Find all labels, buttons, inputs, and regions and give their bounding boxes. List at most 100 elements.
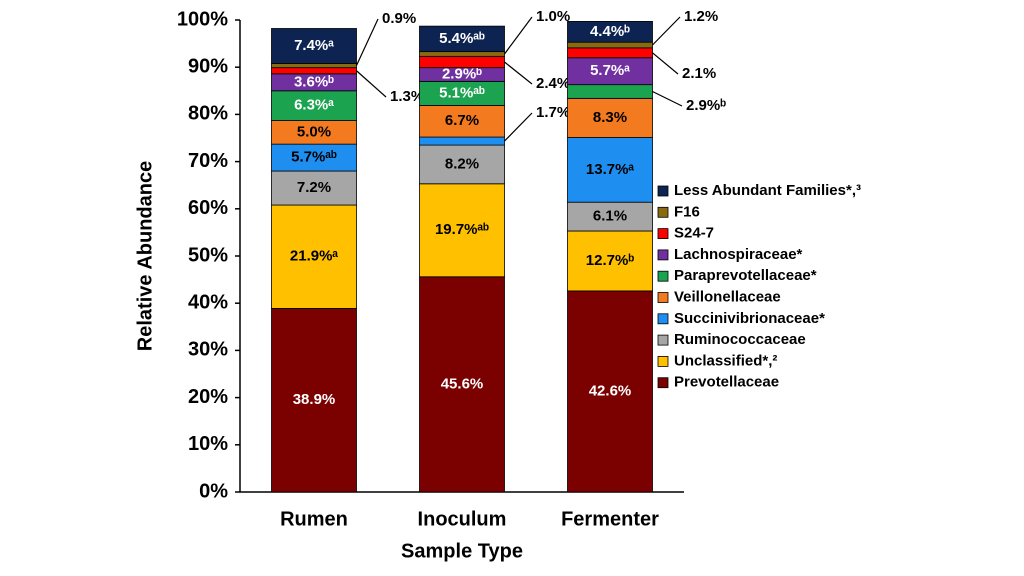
value-label: 3.6%ᵇ (294, 73, 334, 90)
legend-swatch (657, 185, 669, 197)
callout-line (504, 61, 533, 85)
bar-segment (567, 137, 653, 203)
x-axis-title: Sample Type (401, 540, 523, 562)
y-tick-label: 50% (188, 244, 228, 266)
x-tick-label: Fermenter (561, 508, 659, 530)
value-label: 21.9%ᵃ (290, 248, 339, 265)
value-label: 45.6% (441, 375, 484, 392)
bar-segment (567, 84, 653, 99)
legend-label: Unclassified*,² (674, 352, 777, 369)
legend-label: Lachnospiraceae* (674, 246, 803, 263)
legend-swatch (657, 206, 669, 218)
legend-label: Ruminococcaceae (674, 331, 806, 348)
value-label: 2.9%ᵇ (686, 97, 726, 114)
value-label: 1.0% (536, 8, 570, 25)
callout-line (355, 18, 379, 66)
value-label: 5.7%ᵃ (590, 62, 630, 79)
y-tick-label: 80% (188, 103, 228, 125)
value-label: 0.9% (382, 10, 416, 27)
value-label: 2.4% (536, 75, 570, 92)
value-label: 5.4%ᵃᵇ (439, 30, 485, 47)
bar-segment (419, 25, 505, 53)
value-label: 8.3% (593, 109, 627, 126)
bar-segment (271, 67, 357, 75)
legend-swatch (657, 292, 669, 303)
bar-segment (567, 230, 653, 292)
bar-segment (567, 290, 653, 493)
bar-segment (271, 63, 357, 69)
y-tick-label: 60% (188, 197, 228, 219)
legend-label: F16 (674, 203, 700, 220)
bar-segment (271, 170, 357, 206)
x-tick-label: Rumen (280, 508, 348, 530)
callout-line (652, 52, 679, 75)
y-tick-label: 100% (177, 8, 228, 30)
bar-segment (419, 183, 505, 278)
value-label: 13.7%ᵃ (586, 161, 635, 178)
bar-segment (567, 21, 653, 43)
callout-line (652, 16, 681, 46)
bar-segment (271, 143, 357, 172)
value-label: 7.4%ᵃ (294, 37, 334, 54)
bar-segment (567, 201, 653, 232)
y-tick-label: 30% (188, 339, 228, 361)
bar-segment (567, 41, 653, 49)
bar-segment (419, 51, 505, 57)
value-label: 7.2% (297, 179, 331, 196)
legend-swatch (657, 377, 669, 389)
legend-swatch (657, 270, 669, 282)
bar-segment (271, 204, 357, 309)
legend-swatch (657, 313, 669, 325)
value-label: 6.3%ᵃ (294, 97, 334, 114)
bar-segment (419, 136, 505, 146)
y-tick-label: 70% (188, 150, 228, 172)
callout-line (356, 70, 387, 98)
bar-segment (271, 28, 357, 64)
legend-label: S24-7 (674, 225, 714, 242)
legend-label: Veillonellaceae (674, 288, 781, 305)
value-label: 2.9%ᵇ (442, 65, 482, 82)
callout-line (504, 112, 533, 142)
y-tick-label: 40% (188, 291, 228, 313)
value-label: 4.4%ᵇ (590, 23, 630, 40)
value-label: 2.1% (682, 65, 716, 82)
legend-swatch (657, 228, 669, 240)
legend-label: Succinivibrionaceae* (674, 310, 825, 327)
callout-line (504, 16, 533, 55)
legend-swatch (657, 334, 669, 346)
legend-swatch (657, 355, 669, 367)
y-tick-label: 0% (199, 480, 228, 502)
value-label: 38.9% (293, 391, 336, 408)
bar-segment (419, 55, 505, 69)
value-label: 5.0% (297, 123, 331, 140)
value-label: 6.1% (593, 208, 627, 225)
y-tick-label: 90% (188, 55, 228, 77)
legend-label: Less Abundant Families*,³ (674, 182, 861, 199)
bar-segment (271, 307, 357, 493)
bar-segment (419, 105, 505, 138)
y-tick-label: 20% (188, 386, 228, 408)
legend-swatch (657, 249, 669, 261)
value-label: 42.6% (589, 382, 632, 399)
value-label: 5.7%ᵃᵇ (291, 149, 337, 166)
value-label: 1.3% (390, 88, 424, 105)
value-label: 1.2% (684, 8, 718, 25)
x-tick-label: Inoculum (418, 508, 507, 530)
legend-label: Prevotellaceae (674, 374, 779, 391)
value-label: 8.2% (445, 155, 479, 172)
value-label: 1.7%ᵇ (536, 104, 576, 121)
value-label: 19.7%ᵃᵇ (435, 221, 489, 238)
callout-line (652, 90, 683, 107)
value-label: 6.7% (445, 112, 479, 129)
bar-segment (419, 144, 505, 185)
bar-segment (567, 47, 653, 59)
bar-segment (567, 97, 653, 138)
value-label: 12.7%ᵇ (586, 252, 635, 269)
y-tick-label: 10% (188, 433, 228, 455)
y-axis-title: Relative Abundance (134, 161, 156, 351)
legend-label: Paraprevotellaceae* (674, 267, 817, 284)
bar-segment (419, 80, 505, 106)
bar-segment (271, 90, 357, 121)
value-label: 5.1%ᵃᵇ (439, 84, 485, 101)
